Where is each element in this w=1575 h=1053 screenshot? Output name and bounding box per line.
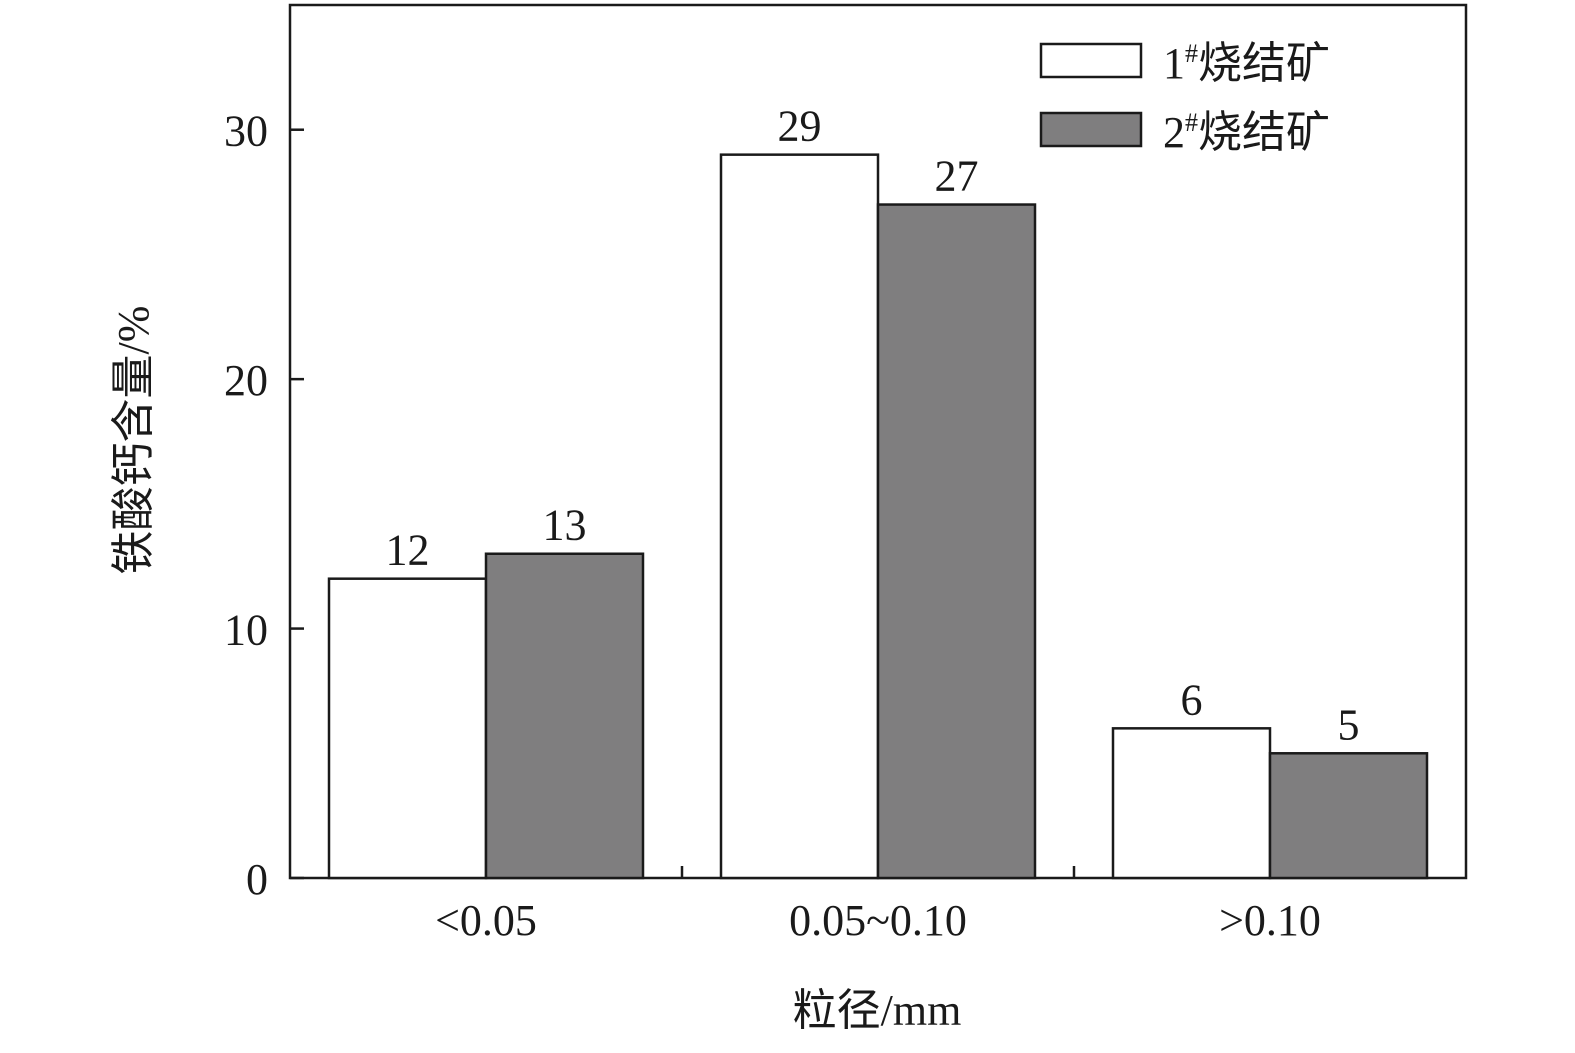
y-tick-label: 10 <box>224 606 268 655</box>
data-label: 12 <box>386 526 430 575</box>
legend: 1#烧结矿 2#烧结矿 <box>1039 39 1330 157</box>
legend-swatch-series-1 <box>1039 42 1143 79</box>
axis-ticks: 0 10 20 30 <0.05 0.05~0.10 >0.10 <box>224 107 1321 945</box>
x-tick-label: <0.05 <box>435 896 537 945</box>
bar-series-1 <box>719 153 880 880</box>
y-tick-label: 30 <box>224 107 268 156</box>
x-axis-label: 粒径/mm <box>793 986 962 1035</box>
x-tick-label: >0.10 <box>1219 896 1321 945</box>
legend-label-series-2: 2#烧结矿 <box>1163 108 1330 157</box>
data-label: 13 <box>543 501 587 550</box>
y-tick-label: 0 <box>246 855 268 904</box>
data-label: 27 <box>935 152 979 201</box>
data-label: 6 <box>1181 675 1203 724</box>
x-tick-label: 0.05~0.10 <box>789 896 967 945</box>
bars-group <box>327 153 1429 880</box>
bar-series-1 <box>327 577 488 880</box>
legend-label-series-1: 1#烧结矿 <box>1163 39 1330 88</box>
bar-series-2 <box>876 203 1037 880</box>
data-label: 5 <box>1338 700 1360 749</box>
legend-swatch-series-2 <box>1039 111 1143 148</box>
bar-series-2 <box>1268 752 1429 880</box>
bar-series-1 <box>1111 727 1272 880</box>
data-labels-group: 12 13 29 27 6 5 <box>386 102 1360 750</box>
y-axis-label: 铁酸钙含量/% <box>109 306 158 575</box>
y-tick-label: 20 <box>224 356 268 405</box>
data-label: 29 <box>778 102 822 151</box>
bar-series-2 <box>484 552 645 880</box>
